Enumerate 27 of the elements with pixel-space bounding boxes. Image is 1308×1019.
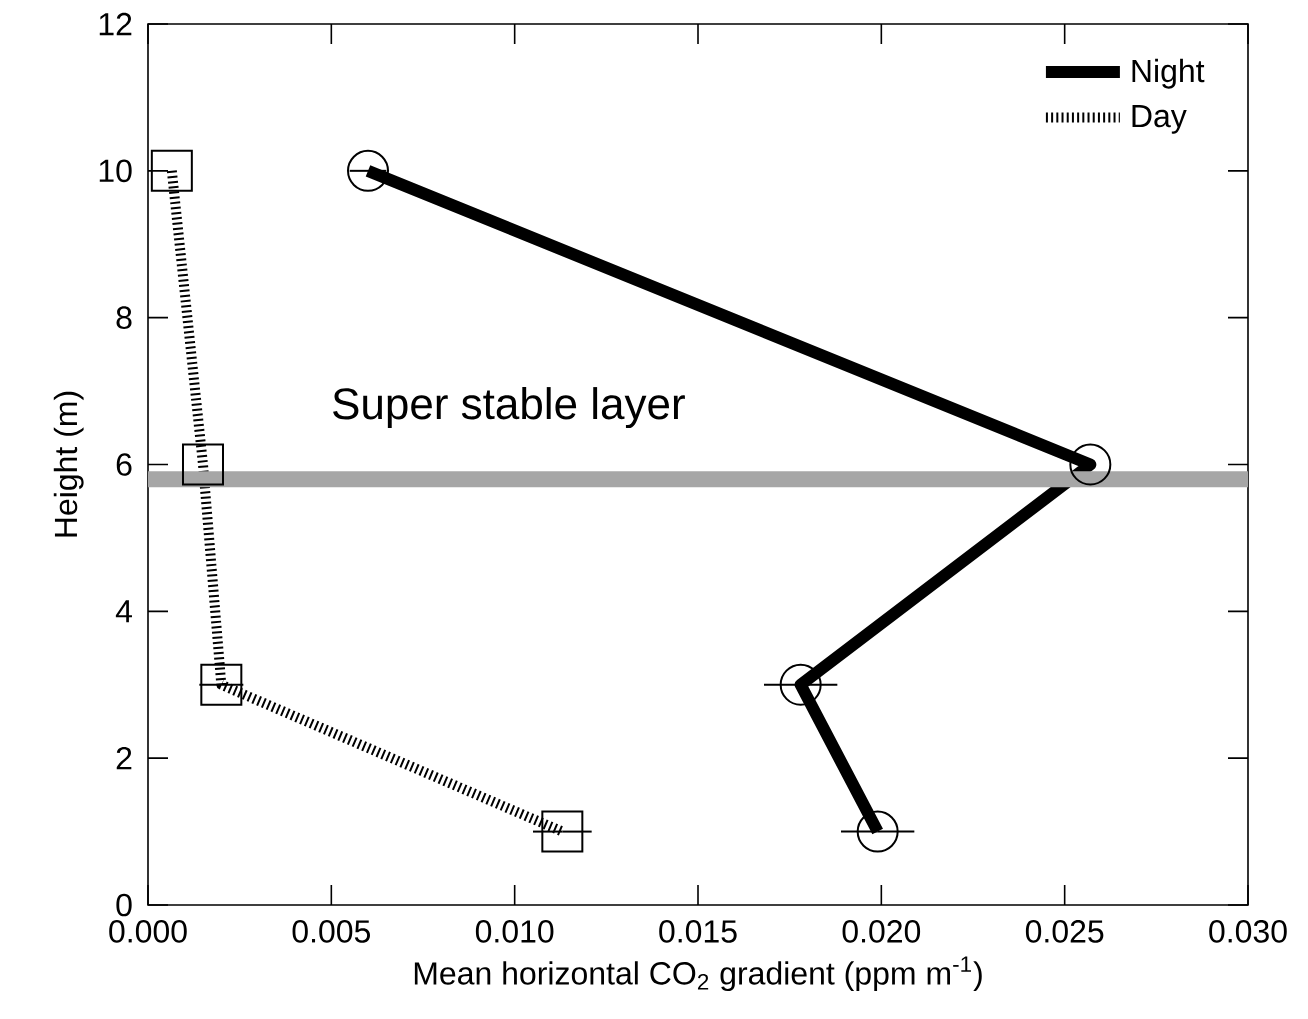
legend-label: Night — [1132, 58, 1205, 89]
x-tick-label: 0.020 — [842, 920, 921, 943]
x-tick-label: 0.005 — [292, 920, 370, 943]
point — [856, 810, 899, 853]
y-tick-label: 0 — [116, 893, 132, 917]
x-tick-label: 0.030 — [1209, 920, 1287, 943]
x-axis-title: Mean horizontal CO$_{2}$ gradient (ppm m$^{-1}$) — [414, 956, 982, 992]
legend-label: Day — [1132, 105, 1187, 134]
y-tick-label: 10 — [99, 159, 132, 183]
y-tick-label: 4 — [115, 600, 132, 623]
y-tick-label: 6 — [116, 453, 132, 476]
x-tick-label: 0.015 — [659, 920, 737, 943]
point — [1069, 443, 1112, 486]
x-tick-label: 0.025 — [1025, 920, 1104, 943]
point — [200, 663, 243, 706]
y-tick-label: 12 — [99, 12, 132, 36]
y-tick-label: 8 — [116, 306, 132, 329]
point — [541, 810, 584, 853]
point — [182, 443, 224, 486]
y-tick-label: 2 — [116, 747, 132, 770]
x-tick-label: 0.010 — [475, 920, 554, 943]
point — [150, 149, 193, 192]
y-axis-title: Height (m) — [53, 391, 84, 537]
ref-line-label: Super stable layer — [333, 387, 685, 429]
x-tick-label: 0.000 — [109, 920, 187, 943]
point — [779, 663, 822, 706]
point — [347, 149, 389, 192]
